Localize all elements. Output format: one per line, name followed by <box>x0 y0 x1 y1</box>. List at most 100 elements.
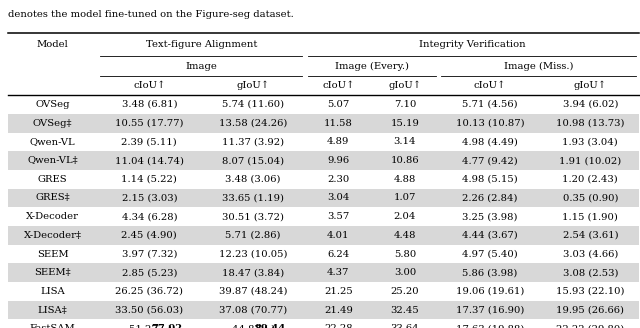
Text: 4.98 (4.49): 4.98 (4.49) <box>462 137 518 146</box>
Text: LISA‡: LISA‡ <box>38 306 67 315</box>
Text: 2.45 (4.90): 2.45 (4.90) <box>122 231 177 240</box>
Text: 3.94 (6.02): 3.94 (6.02) <box>563 100 618 109</box>
Text: 33.64: 33.64 <box>390 324 419 328</box>
Text: 3.57: 3.57 <box>327 212 349 221</box>
Text: ): ) <box>271 324 275 328</box>
Text: 2.39 (5.11): 2.39 (5.11) <box>122 137 177 146</box>
Text: Image (Every.): Image (Every.) <box>335 62 408 71</box>
Text: 77.02: 77.02 <box>151 324 182 328</box>
Text: 1.20 (2.43): 1.20 (2.43) <box>563 175 618 184</box>
Text: 4.37: 4.37 <box>327 268 349 277</box>
Text: 17.37 (16.90): 17.37 (16.90) <box>456 306 524 315</box>
Text: 3.14: 3.14 <box>394 137 416 146</box>
Text: 19.95 (26.66): 19.95 (26.66) <box>556 306 625 315</box>
Text: Image: Image <box>185 62 217 71</box>
Text: Qwen-VL: Qwen-VL <box>29 137 76 146</box>
Text: 26.25 (36.72): 26.25 (36.72) <box>115 287 183 296</box>
Text: 8.07 (15.04): 8.07 (15.04) <box>222 156 284 165</box>
Text: FastSAM: FastSAM <box>29 324 76 328</box>
Text: 10.55 (17.77): 10.55 (17.77) <box>115 119 184 128</box>
Text: 3.03 (4.66): 3.03 (4.66) <box>563 250 618 258</box>
Text: 22.22 (29.80): 22.22 (29.80) <box>556 324 625 328</box>
Text: LISA: LISA <box>40 287 65 296</box>
Text: X-Decoder‡: X-Decoder‡ <box>24 231 81 240</box>
Text: 6.24: 6.24 <box>327 250 349 258</box>
Text: 3.48 (3.06): 3.48 (3.06) <box>225 175 281 184</box>
Text: 2.04: 2.04 <box>394 212 416 221</box>
Text: 17.63 (19.88): 17.63 (19.88) <box>456 324 524 328</box>
Text: 19.06 (19.61): 19.06 (19.61) <box>456 287 524 296</box>
Text: 11.37 (3.92): 11.37 (3.92) <box>222 137 284 146</box>
Text: 10.13 (10.87): 10.13 (10.87) <box>456 119 524 128</box>
Text: 3.08 (2.53): 3.08 (2.53) <box>563 268 618 277</box>
Text: 10.98 (13.73): 10.98 (13.73) <box>556 119 625 128</box>
Text: Integrity Verification: Integrity Verification <box>419 40 525 49</box>
Text: 7.10: 7.10 <box>394 100 416 109</box>
Text: gIoU↑: gIoU↑ <box>237 81 269 90</box>
Text: cIoU↑: cIoU↑ <box>133 81 166 90</box>
Text: 4.98 (5.15): 4.98 (5.15) <box>462 175 518 184</box>
Text: Qwen-VL‡: Qwen-VL‡ <box>28 156 78 165</box>
Text: 1.14 (5.22): 1.14 (5.22) <box>122 175 177 184</box>
Text: 2.26 (2.84): 2.26 (2.84) <box>462 194 518 202</box>
Text: 5.86 (3.98): 5.86 (3.98) <box>462 268 518 277</box>
Text: 2.85 (5.23): 2.85 (5.23) <box>122 268 177 277</box>
Text: OVSeg‡: OVSeg‡ <box>33 119 72 128</box>
Text: cIoU↑: cIoU↑ <box>322 81 355 90</box>
Text: 5.71 (2.86): 5.71 (2.86) <box>225 231 281 240</box>
Text: ): ) <box>167 324 171 328</box>
Text: denotes the model fine-tuned on the Figure-seg dataset.: denotes the model fine-tuned on the Figu… <box>8 10 293 19</box>
Text: 89.44: 89.44 <box>255 324 286 328</box>
Text: 10.86: 10.86 <box>390 156 419 165</box>
Text: Text-figure Alignment: Text-figure Alignment <box>145 40 257 49</box>
Text: 51.27 (: 51.27 ( <box>129 324 164 328</box>
Text: 4.97 (5.40): 4.97 (5.40) <box>462 250 518 258</box>
Text: 2.54 (3.61): 2.54 (3.61) <box>563 231 618 240</box>
Text: 0.35 (0.90): 0.35 (0.90) <box>563 194 618 202</box>
Text: 4.88: 4.88 <box>394 175 416 184</box>
Text: Image (Miss.): Image (Miss.) <box>504 62 573 71</box>
Text: 1.91 (10.02): 1.91 (10.02) <box>559 156 621 165</box>
Text: 4.34 (6.28): 4.34 (6.28) <box>122 212 177 221</box>
Text: cIoU↑: cIoU↑ <box>474 81 506 90</box>
Text: 33.50 (56.03): 33.50 (56.03) <box>115 306 184 315</box>
Text: 1.93 (3.04): 1.93 (3.04) <box>563 137 618 146</box>
Text: 1.15 (1.90): 1.15 (1.90) <box>563 212 618 221</box>
Text: 5.80: 5.80 <box>394 250 416 258</box>
Text: 3.97 (7.32): 3.97 (7.32) <box>122 250 177 258</box>
Text: 18.47 (3.84): 18.47 (3.84) <box>222 268 284 277</box>
Text: 25.20: 25.20 <box>390 287 419 296</box>
Text: 33.65 (1.19): 33.65 (1.19) <box>222 194 284 202</box>
Text: X-Decoder: X-Decoder <box>26 212 79 221</box>
Text: 13.58 (24.26): 13.58 (24.26) <box>219 119 287 128</box>
Text: 37.08 (70.77): 37.08 (70.77) <box>219 306 287 315</box>
Text: 2.15 (3.03): 2.15 (3.03) <box>122 194 177 202</box>
Text: 44.87 (: 44.87 ( <box>232 324 268 328</box>
Text: 11.04 (14.74): 11.04 (14.74) <box>115 156 184 165</box>
Text: 3.04: 3.04 <box>327 194 349 202</box>
Text: gIoU↑: gIoU↑ <box>574 81 607 90</box>
Text: SEEM‡: SEEM‡ <box>35 268 71 277</box>
Text: SEEM: SEEM <box>36 250 68 258</box>
Text: 4.01: 4.01 <box>327 231 349 240</box>
Text: 4.44 (3.67): 4.44 (3.67) <box>462 231 518 240</box>
Text: 11.58: 11.58 <box>324 119 353 128</box>
Text: 2.30: 2.30 <box>327 175 349 184</box>
Text: 5.71 (4.56): 5.71 (4.56) <box>462 100 518 109</box>
Text: 1.07: 1.07 <box>394 194 416 202</box>
Text: 12.23 (10.05): 12.23 (10.05) <box>219 250 287 258</box>
Text: 4.89: 4.89 <box>327 137 349 146</box>
Text: 21.25: 21.25 <box>324 287 353 296</box>
Text: 9.96: 9.96 <box>327 156 349 165</box>
Text: Model: Model <box>36 40 68 49</box>
Text: GRES‡: GRES‡ <box>35 194 70 202</box>
Text: 5.74 (11.60): 5.74 (11.60) <box>222 100 284 109</box>
Text: 3.25 (3.98): 3.25 (3.98) <box>462 212 518 221</box>
Text: 3.48 (6.81): 3.48 (6.81) <box>122 100 177 109</box>
Text: 15.93 (22.10): 15.93 (22.10) <box>556 287 625 296</box>
Text: OVSeg: OVSeg <box>35 100 70 109</box>
Text: 15.19: 15.19 <box>390 119 419 128</box>
Text: 5.07: 5.07 <box>327 100 349 109</box>
Text: 3.00: 3.00 <box>394 268 416 277</box>
Text: 4.77 (9.42): 4.77 (9.42) <box>462 156 518 165</box>
